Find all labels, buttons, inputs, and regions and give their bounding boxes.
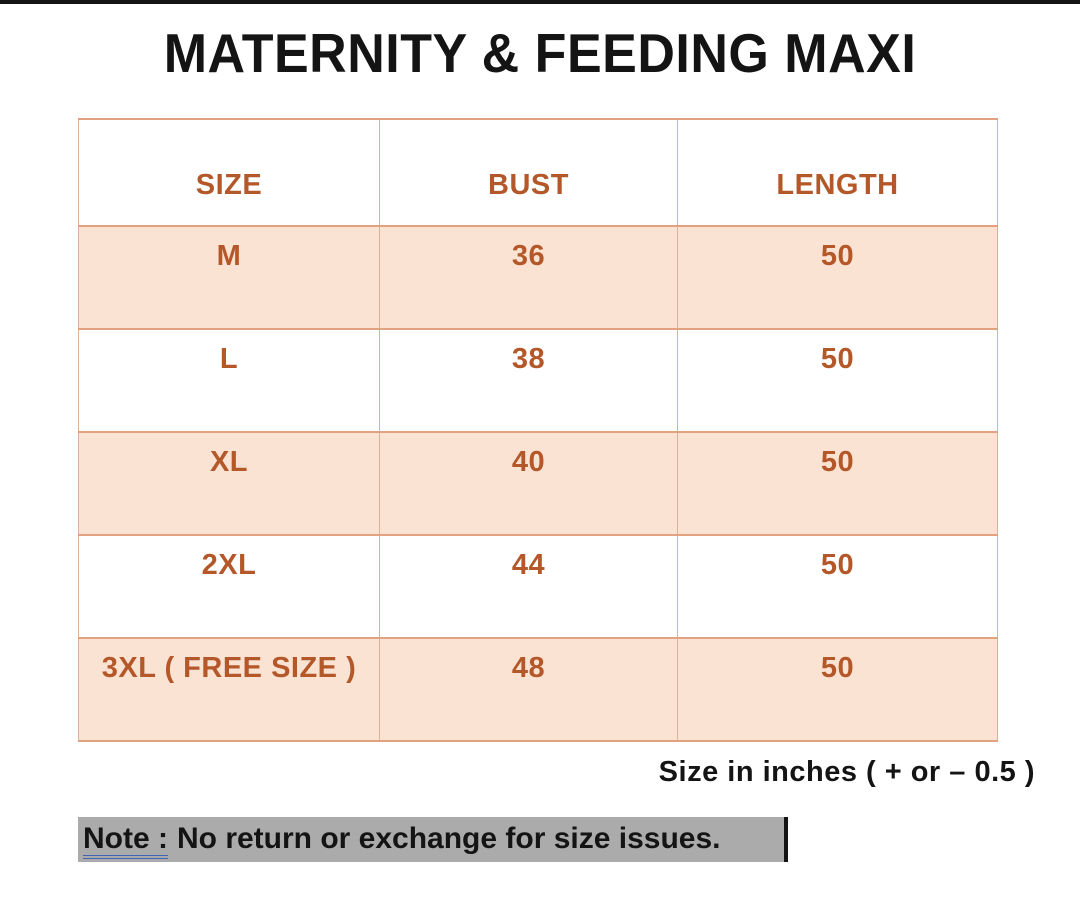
top-bar bbox=[0, 0, 1080, 4]
column-header-length: LENGTH bbox=[677, 118, 998, 227]
table-row: M 36 50 bbox=[78, 225, 998, 330]
size-cell: 2XL bbox=[78, 534, 380, 639]
bust-cell: 44 bbox=[379, 534, 678, 639]
column-header-bust: BUST bbox=[379, 118, 678, 227]
table-row: L 38 50 bbox=[78, 328, 998, 433]
length-cell: 50 bbox=[677, 328, 998, 433]
size-chart-table: SIZE BUST LENGTH M 36 50 L 38 50 XL 40 5… bbox=[78, 118, 998, 742]
table-row: 3XL ( FREE SIZE ) 48 50 bbox=[78, 637, 998, 742]
bust-cell: 40 bbox=[379, 431, 678, 536]
length-cell: 50 bbox=[677, 225, 998, 330]
table-row: 2XL 44 50 bbox=[78, 534, 998, 639]
length-cell: 50 bbox=[677, 431, 998, 536]
size-units-note: Size in inches ( + or – 0.5 ) bbox=[658, 756, 1035, 788]
column-header-size: SIZE bbox=[78, 118, 380, 227]
text-cursor bbox=[784, 817, 788, 862]
page-title: MATERNITY & FEEDING MAXI bbox=[163, 23, 917, 85]
bust-cell: 38 bbox=[379, 328, 678, 433]
size-cell: L bbox=[78, 328, 380, 433]
length-cell: 50 bbox=[677, 637, 998, 742]
table-header-row: SIZE BUST LENGTH bbox=[78, 118, 998, 227]
bust-cell: 36 bbox=[379, 225, 678, 330]
size-cell: XL bbox=[78, 431, 380, 536]
note-text: No return or exchange for size issues. bbox=[177, 822, 721, 855]
bust-cell: 48 bbox=[379, 637, 678, 742]
note-banner[interactable]: Note : No return or exchange for size iss… bbox=[78, 817, 788, 862]
size-cell: M bbox=[78, 225, 380, 330]
note-label: Note : bbox=[83, 822, 168, 859]
length-cell: 50 bbox=[677, 534, 998, 639]
size-cell: 3XL ( FREE SIZE ) bbox=[78, 637, 380, 742]
table-row: XL 40 50 bbox=[78, 431, 998, 536]
